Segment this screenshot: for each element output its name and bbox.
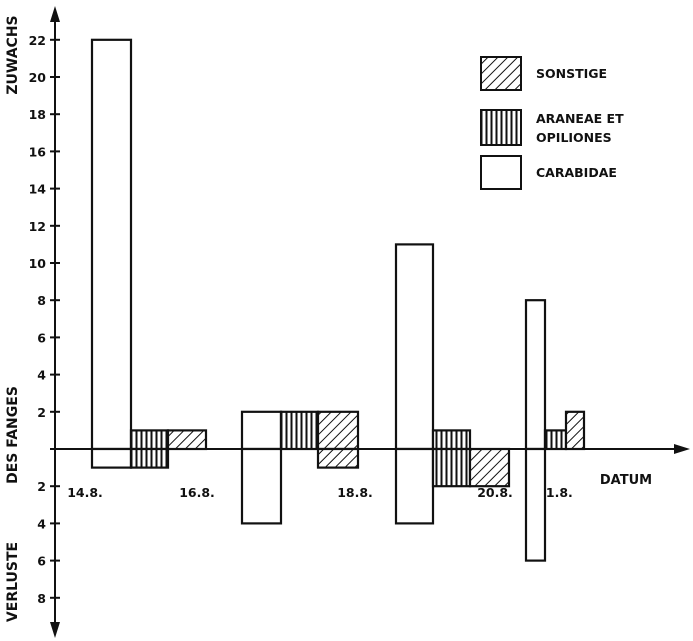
bar-sonstige — [564, 410, 586, 451]
y-tick-label: 2 — [37, 405, 46, 420]
x-axis-arrow — [674, 444, 690, 454]
y-tick-label: 6 — [37, 554, 46, 569]
bar-carabidae — [524, 299, 547, 451]
bar-araneae-et-opiliones — [431, 429, 472, 451]
x-tick-label: 14.8. — [67, 485, 103, 500]
bar-sonstige — [316, 410, 360, 451]
bar-carabidae — [394, 243, 435, 451]
legend-swatch-sonstige — [480, 56, 522, 91]
bar-carabidae — [90, 447, 133, 469]
legend-swatch-carabidae — [480, 155, 522, 190]
y-label-middle: DES FANGES — [5, 386, 21, 484]
bar-araneae-et-opiliones — [129, 447, 170, 469]
legend-swatch-araneae — [480, 109, 522, 146]
bar-carabidae — [524, 447, 547, 562]
bar-sonstige — [468, 447, 511, 488]
y-axis-arrow-top — [50, 6, 60, 22]
y-tick-label: 8 — [37, 591, 46, 606]
x-tick-label: 18.8. — [337, 485, 373, 500]
y-tick-label: 22 — [29, 33, 46, 48]
bar-carabidae — [240, 447, 283, 525]
y-tick-label: 2 — [37, 479, 46, 494]
legend-label-araneae-2: OPILIONES — [536, 130, 612, 145]
y-label-top: ZUWACHS — [5, 15, 21, 94]
bar-araneae-et-opiliones — [431, 447, 472, 488]
x-label: DATUM — [600, 473, 652, 488]
y-tick-label: 6 — [37, 330, 46, 345]
bar-sonstige — [316, 447, 360, 469]
y-label-bottom: VERLUSTE — [5, 542, 21, 622]
x-tick-label: 20.8. — [477, 485, 513, 500]
y-tick-label: 8 — [37, 293, 46, 308]
y-tick-label: 16 — [29, 144, 47, 159]
bar-carabidae — [90, 38, 133, 451]
bars — [90, 38, 586, 562]
x-tick-label: 21.8. — [537, 485, 573, 500]
y-tick-label: 4 — [37, 516, 46, 531]
y-tick-label: 10 — [29, 256, 47, 271]
bar-sonstige — [166, 429, 208, 451]
legend: SONSTIGE ARANEAE ET OPILIONES CARABIDAE — [480, 56, 624, 190]
x-tick-labels: 14.8. 16.8. 18.8. 20.8. 21.8. — [67, 485, 573, 500]
legend-label-araneae-1: ARANEAE ET — [536, 111, 624, 126]
y-axis-arrow-bottom — [50, 622, 60, 638]
bar-carabidae — [240, 410, 283, 451]
bar-araneae-et-opiliones — [543, 429, 568, 451]
legend-label-sonstige: SONSTIGE — [536, 66, 607, 81]
bar-araneae-et-opiliones — [129, 429, 170, 451]
y-tick-label: 18 — [29, 107, 46, 122]
y-tick-label: 20 — [29, 70, 47, 85]
y-tick-label: 12 — [29, 219, 46, 234]
y-tick-label: 14 — [29, 182, 47, 197]
bar-carabidae — [394, 447, 435, 525]
bar-araneae-et-opiliones — [279, 410, 320, 451]
legend-label-carabidae: CARABIDAE — [536, 165, 617, 180]
x-tick-label: 16.8. — [179, 485, 215, 500]
y-tick-label: 4 — [37, 368, 46, 383]
